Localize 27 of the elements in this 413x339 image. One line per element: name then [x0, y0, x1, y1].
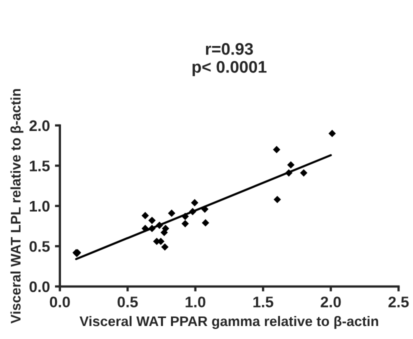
- point: [328, 130, 336, 138]
- y-tick-label: 1.0: [30, 200, 50, 212]
- x-tick-label: 2.5: [388, 296, 409, 308]
- y-tick-label: 1.5: [30, 160, 50, 172]
- y-axis-title: Visceral WAT LPL relative to β-actin: [10, 89, 24, 324]
- x-axis-title: Visceral WAT PPAR gamma relative to β-actin: [80, 316, 378, 329]
- y-tick-label: 0.5: [30, 241, 50, 252]
- x-tick-label: 1.0: [186, 296, 206, 308]
- point: [287, 161, 295, 169]
- x-tick-label: 0.5: [118, 296, 138, 308]
- point: [161, 243, 169, 251]
- x-tick-label: 0.0: [50, 296, 70, 308]
- y-tick-label: 2.0: [29, 120, 50, 132]
- point: [182, 220, 189, 228]
- point: [300, 169, 308, 177]
- point: [142, 212, 149, 220]
- point: [191, 199, 198, 206]
- point: [202, 219, 210, 227]
- point: [148, 216, 156, 224]
- point: [272, 146, 280, 154]
- chart-title: r=0.93 p< 0.0001: [192, 43, 267, 76]
- point: [168, 210, 176, 217]
- point: [160, 228, 168, 236]
- x-tick-label: 2.0: [320, 296, 341, 308]
- point: [274, 196, 281, 204]
- x-tick-label: 1.5: [253, 296, 274, 308]
- y-tick-label: 0.0: [30, 281, 50, 292]
